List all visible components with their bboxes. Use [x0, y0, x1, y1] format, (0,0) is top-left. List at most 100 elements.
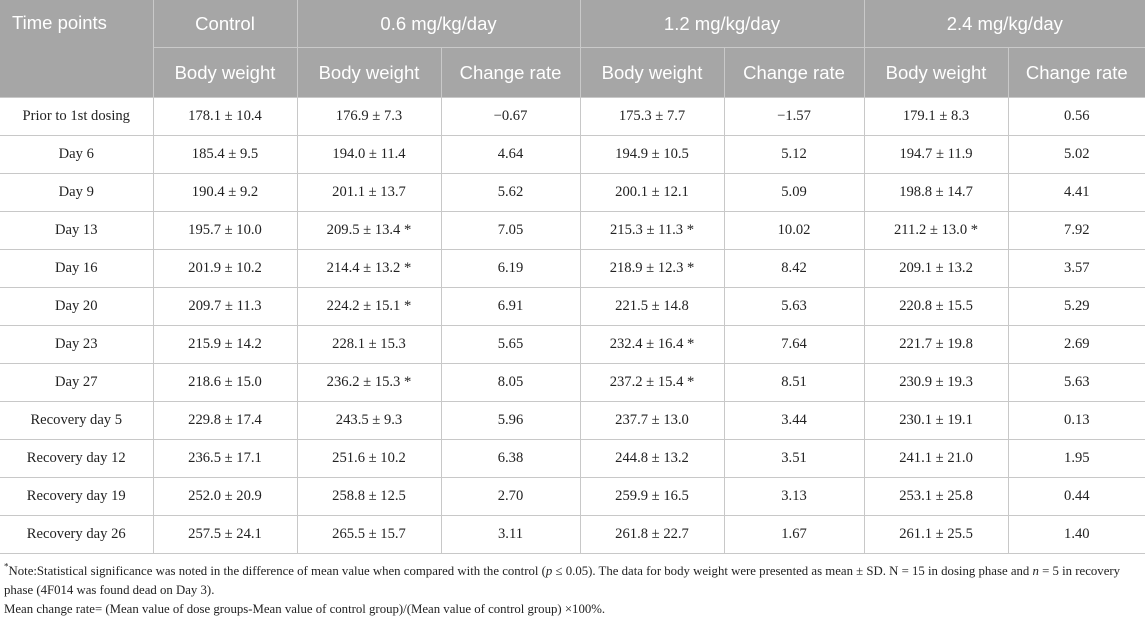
- table-cell: 237.7 ± 13.0: [579, 401, 725, 440]
- table-cell: 259.9 ± 16.5: [579, 477, 725, 516]
- header-dose3-change-rate: Change rate: [1008, 47, 1145, 98]
- table-cell: 232.4 ± 16.4 *: [579, 325, 725, 364]
- table-cell: 200.1 ± 12.1: [579, 173, 725, 212]
- table-cell: 194.0 ± 11.4: [296, 135, 442, 174]
- table-cell: 2.70: [440, 477, 581, 516]
- footnote-star: *: [4, 561, 9, 572]
- table-cell: 3.51: [723, 439, 865, 478]
- table-cell: 209.7 ± 11.3: [152, 287, 298, 326]
- row-time-point: Day 20: [0, 287, 154, 326]
- table-cell: 244.8 ± 13.2: [579, 439, 725, 478]
- table-cell: 230.9 ± 19.3: [863, 363, 1009, 402]
- table-cell: 5.62: [440, 173, 581, 212]
- table-cell: 179.1 ± 8.3: [863, 97, 1009, 136]
- table-cell: 10.02: [723, 211, 865, 250]
- table-cell: 6.91: [440, 287, 581, 326]
- table-cell: 218.6 ± 15.0: [152, 363, 298, 402]
- table-cell: 175.3 ± 7.7: [579, 97, 725, 136]
- table-cell: 4.64: [440, 135, 581, 174]
- table-cell: 220.8 ± 15.5: [863, 287, 1009, 326]
- table-footnotes: *Note:Statistical significance was noted…: [0, 554, 1145, 619]
- table-row: Recovery day 12 236.5 ± 17.1 251.6 ± 10.2 6…: [0, 439, 1145, 478]
- table-cell: 190.4 ± 9.2: [152, 173, 298, 212]
- table-row: Day 6 185.4 ± 9.5 194.0 ± 11.4 4.64 194.9 ± …: [0, 135, 1145, 174]
- table-cell: −0.67: [440, 97, 581, 136]
- table-cell: 201.9 ± 10.2: [152, 249, 298, 288]
- table-cell: 5.63: [1007, 363, 1145, 402]
- footnote-n: n: [1032, 564, 1039, 578]
- footnote-change-rate: Mean change rate= (Mean value of dose gr…: [4, 602, 606, 616]
- table-cell: 8.42: [723, 249, 865, 288]
- table-row: Recovery day 19 252.0 ± 20.9 258.8 ± 12.5 2…: [0, 477, 1145, 516]
- table-row: Prior to 1st dosing 178.1 ± 10.4 176.9 ± 7…: [0, 97, 1145, 136]
- table-cell: 261.1 ± 25.5: [863, 515, 1009, 554]
- row-time-point: Day 9: [0, 173, 154, 212]
- table-cell: 195.7 ± 10.0: [152, 211, 298, 250]
- footnote-text-c: = 5 in recovery phase (4F014 was found d…: [4, 564, 1121, 597]
- table-cell: 224.2 ± 15.1 *: [296, 287, 442, 326]
- row-time-point: Day 13: [0, 211, 154, 250]
- table-cell: 0.44: [1007, 477, 1145, 516]
- table-cell: 3.57: [1007, 249, 1145, 288]
- table-cell: 194.7 ± 11.9: [863, 135, 1009, 174]
- table-cell: 2.69: [1007, 325, 1145, 364]
- table-cell: 236.5 ± 17.1: [152, 439, 298, 478]
- table-cell: 215.3 ± 11.3 *: [579, 211, 725, 250]
- row-time-point: Recovery day 26: [0, 515, 154, 554]
- table-cell: 201.1 ± 13.7: [296, 173, 442, 212]
- footnote-significance: *Note:Statistical significance was noted…: [4, 562, 1141, 600]
- table-cell: 5.02: [1007, 135, 1145, 174]
- table-row: Recovery day 26 257.5 ± 24.1 265.5 ± 15.7 3…: [0, 515, 1145, 554]
- row-time-point: Recovery day 12: [0, 439, 154, 478]
- table-cell: 8.51: [723, 363, 865, 402]
- header-dose-2-4: 2.4 mg/kg/day: [864, 0, 1145, 48]
- table-cell: 4.41: [1007, 173, 1145, 212]
- header-dose-1-2: 1.2 mg/kg/day: [580, 0, 865, 48]
- table-cell: 5.12: [723, 135, 865, 174]
- table-cell: 265.5 ± 15.7: [296, 515, 442, 554]
- table-cell: 6.19: [440, 249, 581, 288]
- table-row: Day 20 209.7 ± 11.3 224.2 ± 15.1 * 6.91 221.…: [0, 287, 1145, 326]
- table-cell: 1.67: [723, 515, 865, 554]
- table-cell: 209.1 ± 13.2: [863, 249, 1009, 288]
- table-cell: 218.9 ± 12.3 *: [579, 249, 725, 288]
- row-time-point: Day 23: [0, 325, 154, 364]
- table-cell: 198.8 ± 14.7: [863, 173, 1009, 212]
- table-cell: 221.7 ± 19.8: [863, 325, 1009, 364]
- table-cell: 228.1 ± 15.3: [296, 325, 442, 364]
- table-cell: 5.29: [1007, 287, 1145, 326]
- table-cell: −1.57: [723, 97, 865, 136]
- row-time-point: Recovery day 19: [0, 477, 154, 516]
- table-cell: 5.65: [440, 325, 581, 364]
- table-cell: 230.1 ± 19.1: [863, 401, 1009, 440]
- table-row: Recovery day 5 229.8 ± 17.4 243.5 ± 9.3 5.9…: [0, 401, 1145, 440]
- header-time-points: Time points: [0, 0, 154, 98]
- header-control-body-weight: Body weight: [153, 47, 298, 98]
- table-cell: 211.2 ± 13.0 *: [863, 211, 1009, 250]
- table-cell: 176.9 ± 7.3: [296, 97, 442, 136]
- table-row: Day 27 218.6 ± 15.0 236.2 ± 15.3 * 8.05 237.…: [0, 363, 1145, 402]
- table-cell: 5.96: [440, 401, 581, 440]
- table-cell: 251.6 ± 10.2: [296, 439, 442, 478]
- table-cell: 257.5 ± 24.1: [152, 515, 298, 554]
- table-row: Day 16 201.9 ± 10.2 214.4 ± 13.2 * 6.19 218.…: [0, 249, 1145, 288]
- table-cell: 1.40: [1007, 515, 1145, 554]
- header-dose1-body-weight: Body weight: [297, 47, 442, 98]
- table-cell: 3.13: [723, 477, 865, 516]
- table-cell: 3.11: [440, 515, 581, 554]
- header-row-groups: Time points Control 0.6 mg/kg/day 1.2 mg…: [0, 0, 1145, 98]
- table-cell: 178.1 ± 10.4: [152, 97, 298, 136]
- table-cell: 209.5 ± 13.4 *: [296, 211, 442, 250]
- table-cell: 252.0 ± 20.9: [152, 477, 298, 516]
- header-row-metrics: Body weight Body weight Change rate Body…: [0, 47, 1145, 98]
- footnote-p: p: [545, 564, 553, 578]
- table-cell: 7.64: [723, 325, 865, 364]
- table-row: Day 13 195.7 ± 10.0 209.5 ± 13.4 * 7.05 215.…: [0, 211, 1145, 250]
- footnote-text-a: Note:Statistical significance was noted …: [8, 564, 546, 578]
- table-cell: 0.56: [1007, 97, 1145, 136]
- table-cell: 6.38: [440, 439, 581, 478]
- table-cell: 7.92: [1007, 211, 1145, 250]
- table-cell: 1.95: [1007, 439, 1145, 478]
- table-row: Day 23 215.9 ± 14.2 228.1 ± 15.3 5.65 232.4 …: [0, 325, 1145, 364]
